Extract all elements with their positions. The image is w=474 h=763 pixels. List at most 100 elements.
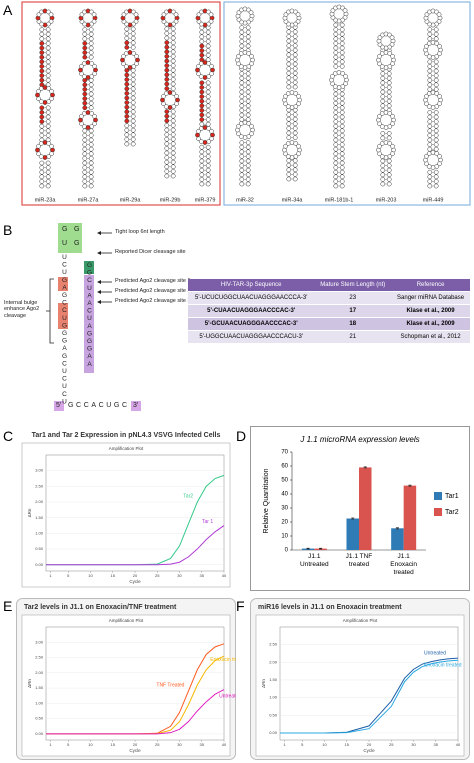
nucleotide [124,104,130,110]
nucleotide [343,73,348,79]
chart-title: J 1.1 microRNA expression levels [299,435,419,444]
y-tick-label: 3.00 [35,639,44,644]
x-tick-label: J1.1 Enoxacin treated [390,553,418,576]
nucleotide [45,169,51,175]
nucleotide [239,172,245,178]
nucleotide [164,109,170,114]
nucleotide [427,64,433,69]
nucleotide [45,45,51,51]
series-label: Enoxacin treated [424,663,462,669]
nucleotide [88,137,94,143]
nucleotide [386,89,392,95]
nucleotide [130,72,136,78]
nucleotide [170,81,176,87]
nucleotide [88,105,94,111]
y-axis-label: ΔRn [27,679,32,688]
nucleotide [333,142,339,147]
x-axis-label: Cycle [129,579,141,584]
line-chart: Tar1 and Tar 2 Expression in pNL4.3 VSVG… [21,432,231,588]
series-label: Tar2 [183,493,193,499]
nucleotide [164,141,170,147]
nucleotide [387,141,393,146]
nucleotide [199,80,205,86]
nucleotide [380,71,386,76]
nucleotide [45,174,51,180]
plot-subtitle: Amplification Plot [343,618,378,623]
nucleotide [433,133,439,138]
y-tick-label: 3.00 [35,468,44,473]
nucleotide [39,165,45,170]
nucleotide [199,144,205,150]
nucleotide [239,167,245,173]
series-label: Untreated [424,650,446,656]
nucleotide [437,161,442,167]
nucleotide [433,114,439,120]
nucleotide [199,29,205,35]
nucleotide [88,27,94,32]
nucleotide [433,110,439,115]
nucleotide [170,136,176,142]
nucleotide [79,113,84,119]
nucleotide [292,112,298,117]
nucleotide [170,109,176,114]
nucleotide-letter: U [62,240,68,247]
nucleotide [295,12,301,17]
nucleotide [239,85,245,90]
nucleotide [339,119,345,124]
nucleotide [427,31,433,37]
nucleotide [82,27,88,32]
nucleotide [82,105,88,111]
header-cell: Reference [391,279,470,292]
legend-swatch [434,492,442,500]
nucleotide [205,52,211,58]
panel-letter: D [236,428,247,444]
nucleotide [286,57,292,62]
nucleotide [333,165,339,170]
nucleotide [339,59,345,65]
y-tick-label: 70 [281,450,288,456]
x-label-box: J1.1 TNF treated [346,553,373,568]
x-tick-label: 15 [111,742,116,747]
nucleotide [170,35,176,41]
nucleotide [124,114,130,119]
panel-letter: B [3,222,13,238]
nucleotide [292,80,298,85]
nucleotide [433,59,439,65]
left-strand: UCUGAGCCUGGGAGCUCUCU [61,254,68,406]
nucleotide [173,12,179,17]
nucleotide [339,114,345,120]
error-bar [351,517,355,520]
nucleotide [239,112,245,118]
y-tick-label: 20 [281,520,288,526]
nucleotide [45,179,51,184]
table-cell: 18 [314,317,392,331]
nucleotide [205,43,211,49]
y-tick-label: 0 [285,548,289,554]
nucleotide [39,123,45,129]
line-chart: Tar2 levels in J1.1 on Enoxacin/TNF trea… [16,598,236,760]
nucleotide [339,183,345,189]
nucleotide [164,155,170,160]
bulge-box [58,303,68,329]
y-tick-label: 1.00 [35,700,44,705]
arrow-head [97,251,101,255]
nucleotide [208,12,214,17]
nucleotide [239,158,245,164]
nucleotide [427,169,433,175]
nucleotide [424,43,429,49]
nucleotide [45,64,51,69]
annotation: Tight loop 6nt length [115,229,165,235]
nucleotide [239,149,245,155]
y-tick-label: 1.50 [35,515,44,520]
nucleotide [46,86,52,91]
nucleotide [427,123,433,129]
nucleotide [82,87,88,92]
nucleotide [379,64,385,69]
nucleotide [427,114,433,120]
x-tick-label: 5 [301,742,304,747]
structure-label: miR-23a [35,197,57,203]
nucleotide [81,124,87,129]
nucleotide [386,177,392,182]
nucleotide [205,29,211,35]
nucleotide [130,91,136,96]
